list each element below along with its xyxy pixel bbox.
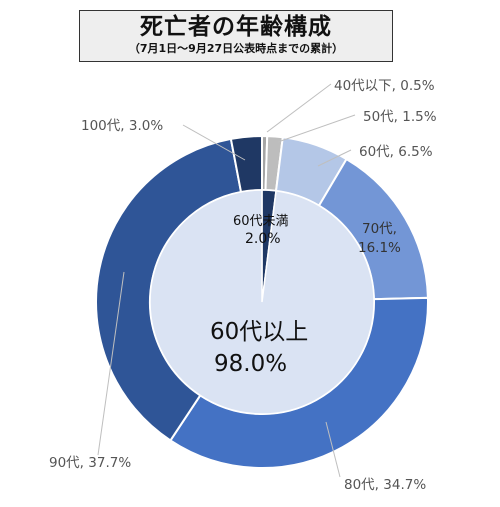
leader-90s bbox=[97, 271, 125, 456]
label-over-60-value: 98.0% bbox=[214, 351, 287, 377]
label-40s-under: 40代以下, 0.5% bbox=[334, 78, 435, 94]
label-60s: 60代, 6.5% bbox=[359, 144, 433, 160]
label-70s-line1: 70代, bbox=[362, 221, 397, 237]
label-80s: 80代, 34.7% bbox=[344, 477, 426, 493]
label-under-60-name: 60代未満 bbox=[233, 214, 289, 229]
leader-80s bbox=[325, 421, 341, 478]
leader-50s bbox=[277, 114, 356, 143]
leader-60s bbox=[317, 149, 352, 167]
inner-slice-60s-over bbox=[149, 189, 375, 415]
label-100s: 100代, 3.0% bbox=[81, 118, 163, 134]
label-over-60-name: 60代以上 bbox=[210, 319, 308, 345]
leader-100s bbox=[182, 124, 246, 161]
chart-title: 死亡者の年齢構成 bbox=[140, 14, 332, 40]
leader-40s-under bbox=[266, 83, 332, 133]
label-90s: 90代, 37.7% bbox=[49, 455, 131, 471]
chart-subtitle: （7月1日～9月27日公表時点までの累計） bbox=[128, 42, 344, 55]
label-under-60-value: 2.0% bbox=[245, 231, 281, 247]
inner-pie bbox=[149, 189, 375, 415]
label-50s: 50代, 1.5% bbox=[363, 109, 437, 125]
title-box: 死亡者の年齢構成 （7月1日～9月27日公表時点までの累計） bbox=[79, 10, 393, 62]
label-70s-line2: 16.1% bbox=[358, 240, 401, 256]
leader-lines bbox=[97, 83, 356, 478]
